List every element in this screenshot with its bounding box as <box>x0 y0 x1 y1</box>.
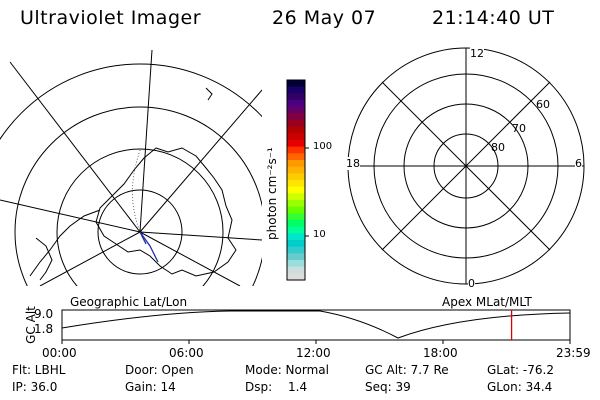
spacecraft-track <box>139 231 159 263</box>
colorbar-cell <box>287 186 305 194</box>
spacecraft-track <box>139 231 147 245</box>
colorbar-cell <box>287 146 305 154</box>
colorbar-cell <box>287 193 305 201</box>
status-glat: GLat: -76.2 <box>487 363 554 377</box>
colorbar-cell <box>287 173 305 181</box>
island-outline <box>205 87 213 101</box>
geographic-caption: Geographic Lat/Lon <box>70 295 188 309</box>
antarctica-coastline <box>95 147 237 277</box>
colorbar-cell <box>287 160 305 168</box>
colorbar-cell <box>287 120 305 128</box>
mlt-label-6: 6 <box>575 157 582 170</box>
altitude-tick-min: 1.8 <box>34 322 54 336</box>
status-ip: IP: 36.0 <box>12 380 58 394</box>
colorbar-cell <box>287 100 305 108</box>
status-mode: Mode: Normal <box>245 363 329 377</box>
status-dsp-value: 1.4 <box>288 380 308 394</box>
colorbar-tick-label: 100 <box>313 141 333 152</box>
colorbar-cell <box>287 166 305 174</box>
mlat-label-70: 70 <box>512 122 526 135</box>
colorbar-frame <box>286 79 306 281</box>
colorbar-cell <box>287 260 305 268</box>
lat-circle <box>14 106 262 286</box>
colorbar-cell <box>287 113 305 121</box>
mlt-label-12: 12 <box>470 47 484 60</box>
colorbar-cell <box>287 180 305 188</box>
lat-circle <box>97 189 183 275</box>
status-gc-alt: GC Alt: 7.7 Re <box>365 363 449 377</box>
mlat-label-80: 80 <box>491 141 505 154</box>
lat-circle <box>56 148 224 286</box>
south-america-tip <box>35 237 53 281</box>
peninsula-coastline <box>29 209 101 277</box>
meridian-line <box>139 89 262 233</box>
meridian-line <box>139 231 241 286</box>
status-gain: Gain: 14 <box>125 380 176 394</box>
mlt-label-18: 18 <box>346 157 360 170</box>
lat-circle <box>0 63 262 141</box>
meridian-line <box>0 199 141 233</box>
colorbar-tick-label: 10 <box>313 229 326 240</box>
mlt-line <box>381 81 551 251</box>
mlat-label-60: 60 <box>536 98 550 111</box>
colorbar-cell <box>287 213 305 221</box>
apex-caption: Apex MLat/MLT <box>442 295 532 309</box>
date-label: 26 May 07 <box>272 7 377 29</box>
colorbar-cell <box>287 133 305 141</box>
terminator-line <box>132 149 141 233</box>
colorbar-cell <box>287 220 305 228</box>
altitude-tick-max: 9.0 <box>34 307 54 321</box>
meridian-line <box>9 61 141 233</box>
colorbar-cell <box>287 140 305 148</box>
colorbar-cell <box>287 106 305 114</box>
time-tick: 18:00 <box>423 346 458 360</box>
status-seq: Seq: 39 <box>365 380 411 394</box>
meridian-line <box>39 231 141 286</box>
colorbar-cell <box>287 126 305 134</box>
instrument-title: Ultraviolet Imager <box>20 7 202 29</box>
colorbar-cell <box>287 200 305 208</box>
colorbar-cell <box>287 93 305 101</box>
meridian-line <box>139 49 153 233</box>
colorbar-cell <box>287 273 305 281</box>
altitude-curve <box>61 310 571 339</box>
colorbar-cell <box>287 86 305 94</box>
colorbar-cell <box>287 226 305 234</box>
status-flt: Flt: LBHL <box>12 363 66 377</box>
colorbar-cell <box>287 206 305 214</box>
time-tick: 00:00 <box>42 346 77 360</box>
colorbar-cell <box>287 246 305 254</box>
colorbar-cell <box>287 240 305 248</box>
mlt-label-0: 0 <box>468 277 475 290</box>
meridian-line <box>139 231 262 241</box>
colorbar-cell <box>287 80 305 88</box>
status-door: Door: Open <box>125 363 194 377</box>
status-dsp-label: Dsp: <box>245 380 273 394</box>
colorbar-cell <box>287 253 305 261</box>
time-tick: 12:00 <box>296 346 331 360</box>
time-tick: 23:59 <box>556 346 591 360</box>
colorbar-cell <box>287 266 305 274</box>
time-tick: 06:00 <box>169 346 204 360</box>
colorbar-cell <box>287 233 305 241</box>
status-glon: GLon: 34.4 <box>487 380 553 394</box>
altitude-plot-frame <box>61 309 571 341</box>
time-label: 21:14:40 UT <box>432 7 555 29</box>
colorbar-cell <box>287 153 305 161</box>
